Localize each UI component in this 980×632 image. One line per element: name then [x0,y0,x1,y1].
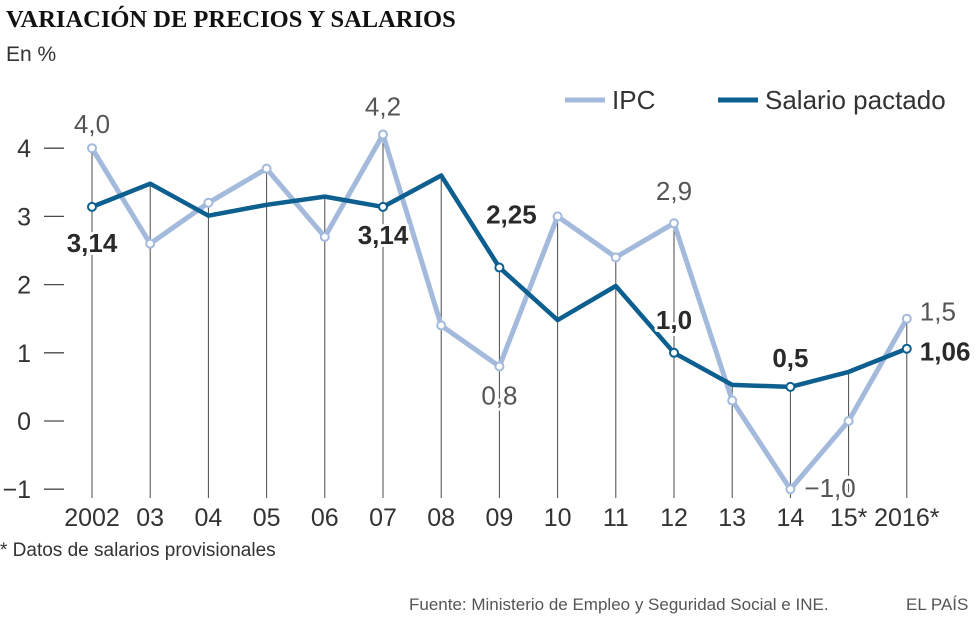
salario-pactado-point [901,343,912,354]
data-label-salario-pactado: 1,06 [920,337,971,367]
ipc-point [843,416,854,426]
ipc-point [145,238,156,249]
ipc-point [785,484,796,495]
ipc-point [436,320,447,331]
ipc-point [261,163,272,174]
ipc-point [727,395,738,406]
ipc-point [552,211,563,222]
data-label-ipc: 0,8 [481,380,517,410]
ipc-point [494,361,505,372]
x-tick-label: 10 [544,504,572,532]
drop-lines [91,134,908,498]
ipc-point [901,313,912,324]
y-tick-label: −1 [2,476,31,504]
x-tick-label: 09 [485,504,513,532]
salario-pactado-point [494,262,505,273]
x-tick-label: 12 [660,504,688,532]
ipc-point [669,218,679,229]
ipc-point [610,252,621,263]
data-label-ipc: 4,0 [74,109,110,139]
legend: IPC Salario pactado [565,85,946,115]
data-label-salario-pactado: 0,5 [772,343,808,373]
x-tick-label: 2016* [874,504,940,532]
chart-title: VARIACIÓN DE PRECIOS Y SALARIOS [6,6,456,33]
data-label-ipc: 2,9 [656,176,692,206]
data-label-salario-pactado: 3,14 [358,220,409,250]
data-label-salario-pactado: 3,14 [67,228,118,258]
salario-pactado-point [785,381,796,392]
data-points [87,129,912,495]
y-tick-label: 3 [17,203,31,231]
x-tick-label: 05 [253,504,281,532]
data-label-salario-pactado: 2,25 [486,200,537,230]
source-note: Fuente: Ministerio de Empleo y Seguridad… [409,595,829,614]
x-tick-label: 2002 [64,504,120,532]
x-tick-label: 03 [136,504,164,532]
y-axis: 4 3 2 1 0 −1 [2,135,64,504]
x-tick-label: 07 [369,504,397,532]
data-label-salario-pactado: 1,0 [656,305,692,335]
salario-pactado-point [87,201,97,212]
x-axis: 2002 03 04 05 06 07 08 09 10 11 12 13 14 15* 2016* [64,504,940,532]
legend-label-ipc: IPC [612,85,655,115]
data-label-ipc: −1,0 [804,473,855,503]
x-tick-label: 14 [776,504,804,532]
x-tick-label: 15* [830,504,868,532]
x-tick-label: 06 [311,504,339,532]
y-tick-label: 1 [17,340,31,368]
footnote: * Datos de salarios provisionales [0,540,276,561]
x-tick-label: 04 [194,504,222,532]
y-tick-label: 2 [17,272,31,300]
y-tick-label: 0 [17,408,31,436]
data-labels: 4,0 3,14 4,2 3,14 2,25 0,8 2,9 1,0 0,5 −1,0 1,5 1,0… [64,89,974,507]
data-label-ipc: 4,2 [365,92,401,122]
salario-pactado-point [669,347,679,358]
salario-pactado-point [378,201,388,212]
ipc-point [319,231,330,242]
data-label-ipc: 1,5 [920,297,956,327]
brand-label: EL PAÍS [906,595,969,614]
ipc-point [378,129,388,140]
legend-label-salario-pactado: Salario pactado [765,85,946,115]
x-tick-label: 13 [718,504,746,532]
x-tick-label: 11 [603,504,629,532]
y-tick-label: 4 [17,135,31,163]
ipc-point [87,143,97,154]
unit-label: En % [6,43,57,66]
ipc-point [203,197,214,208]
x-tick-label: 08 [427,504,455,532]
